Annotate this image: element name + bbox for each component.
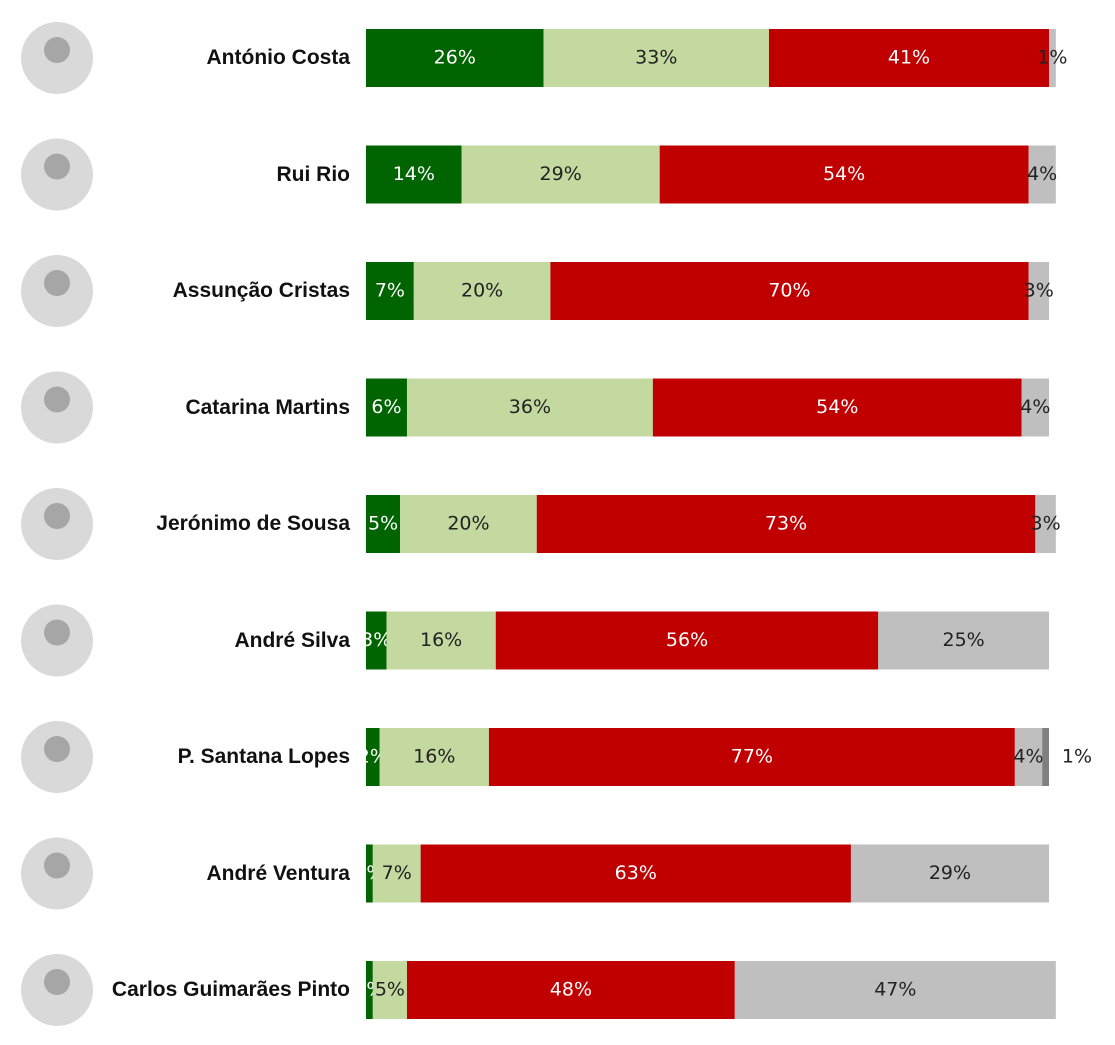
value-label: 56% [666,629,708,651]
avatar-head [44,503,70,529]
avatar-head [44,969,70,995]
category-label: Catarina Martins [185,395,350,419]
bar-segment [1049,29,1056,87]
value-label: 6% [371,396,401,418]
bar-segment [768,29,1049,87]
bar-segment [366,145,462,204]
value-label: 54% [816,396,858,418]
bar-segment [366,262,414,320]
value-label: 70% [768,280,810,302]
value-label: 1% [1062,746,1092,768]
bar-segment [550,262,1029,320]
value-label: 26% [434,47,476,69]
avatar-head [44,153,70,180]
bar-segment [1035,495,1056,553]
avatar-head [44,619,70,646]
category-label: Assunção Cristas [172,279,350,302]
value-label: 3% [1031,513,1061,535]
value-label: 25% [943,629,985,651]
bar-segment [366,611,387,670]
bar-segment [543,29,769,87]
value-label: 3% [361,629,391,651]
value-label: 48% [550,979,592,1001]
value-label: 54% [823,163,865,185]
bar-segment [366,495,401,553]
bar-segment [372,844,421,903]
bar-segment [406,378,653,437]
bar-segment [366,378,407,437]
bar-segment [1028,145,1056,204]
bar-segment [652,378,1022,437]
value-label: 29% [540,163,582,185]
value-label: 41% [888,47,930,69]
value-label: 63% [615,862,657,884]
bar-segment [536,495,1036,553]
bar-segment [488,728,1015,786]
bar-segment [461,145,660,204]
bar-segment [372,961,407,1019]
value-label: 36% [509,396,551,418]
bar-segment [420,844,851,903]
category-label: Jerónimo de Sousa [156,512,350,535]
bar-segment [379,728,489,786]
value-label: 16% [413,746,455,768]
value-label: 5% [375,979,405,1001]
category-label: Rui Rio [276,162,351,186]
bar-segment [1042,728,1049,786]
value-label: 73% [765,513,807,535]
bar-segment [1021,378,1049,437]
value-label: 29% [929,862,971,884]
avatar-head [44,37,70,63]
bar-segment [400,495,537,553]
category-label: Carlos Guimarães Pinto [111,978,350,1001]
avatar-head [44,270,70,296]
value-label: 33% [635,47,677,69]
bar-segment [366,728,380,786]
value-label: 7% [382,862,412,884]
value-label: 20% [447,513,489,535]
bar-segment [1028,262,1049,320]
bar-segment [734,961,1056,1019]
value-label: 20% [461,280,503,302]
bar-segment [366,29,544,87]
bar-segment [659,145,1029,204]
avatar-head [44,386,70,413]
bar-segment [850,844,1049,903]
category-label: P. Santana Lopes [177,745,350,768]
bar-segment [366,844,373,903]
bar-segment [386,611,496,670]
value-label: 5% [368,513,398,535]
bar-segment [406,961,735,1019]
value-label: 77% [731,746,773,768]
bar-segment [495,611,879,670]
value-label: 4% [1013,746,1043,768]
value-label: 3% [1024,280,1054,302]
value-label: 4% [1020,396,1050,418]
category-label: André Ventura [206,861,350,885]
value-label: 14% [393,163,435,185]
value-label: 16% [420,629,462,651]
avatar-head [44,852,70,879]
value-label: 7% [375,280,405,302]
category-label: André Silva [234,628,350,652]
category-label: António Costa [206,46,350,69]
bar-segment [413,262,551,320]
value-label: 1% [1037,47,1067,69]
avatar-head [44,736,70,762]
value-label: 4% [1027,163,1057,185]
bar-segment [366,961,373,1019]
bar-segment [878,611,1049,670]
value-label: 47% [874,979,916,1001]
bar-segment [1014,728,1043,786]
